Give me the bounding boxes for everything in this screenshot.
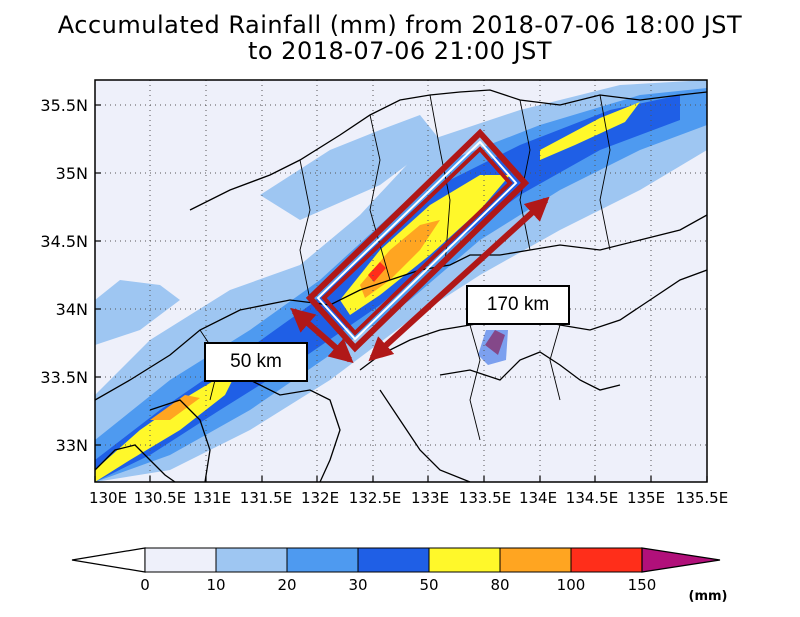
map-frame xyxy=(94,79,708,483)
colorbar-segment xyxy=(428,547,501,573)
colorbar-segment xyxy=(144,547,217,573)
width-arrow xyxy=(290,307,354,364)
colorbar-tick-label: 150 xyxy=(628,576,657,594)
latitude-labels: 35.5N 35N 34.5N 34N 33.5N 33N xyxy=(40,96,88,455)
lat-label: 33N xyxy=(56,436,88,455)
colorbar-tick-label: 100 xyxy=(557,576,586,594)
colorbar-tick-label: 80 xyxy=(490,576,509,594)
lon-label: 134.5E xyxy=(566,489,618,507)
colorbar-segment xyxy=(570,547,643,573)
colorbar xyxy=(71,547,721,573)
lon-label: 131.5E xyxy=(240,489,292,507)
colorbar-segment xyxy=(215,547,288,573)
lon-label: 135.5E xyxy=(676,489,728,507)
colorbar-left-arrow xyxy=(71,547,146,573)
lat-label: 33.5N xyxy=(40,368,88,387)
lon-label: 130E xyxy=(89,489,127,507)
colorbar-unit-label: (mm) xyxy=(689,589,728,604)
lon-label: 131E xyxy=(193,489,231,507)
lon-label: 133.5E xyxy=(459,489,511,507)
lat-label: 35N xyxy=(56,164,88,183)
length-label-170km: 170 km xyxy=(466,285,570,325)
colorbar-tick-label: 20 xyxy=(277,576,296,594)
axis-ticks xyxy=(94,104,708,482)
lon-label: 130.5E xyxy=(134,489,186,507)
map-title-line1: Accumulated Rainfall (mm) from 2018-07-0… xyxy=(57,11,743,39)
lat-label: 34N xyxy=(56,300,88,319)
lon-label: 132E xyxy=(301,489,339,507)
lat-label: 35.5N xyxy=(40,96,88,115)
colorbar-tick-label: 0 xyxy=(140,576,150,594)
rain-band-50-80-southwest xyxy=(95,365,240,482)
colorbar-right-arrow xyxy=(641,547,721,573)
rain-patch-north xyxy=(260,115,440,220)
colorbar-segment xyxy=(499,547,572,573)
longitude-labels: 130E 130.5E 131E 131.5E 132E 132.5E 133E… xyxy=(89,489,728,507)
lon-label: 132.5E xyxy=(349,489,401,507)
lon-label: 134E xyxy=(519,489,557,507)
rain-patch-west xyxy=(95,280,180,345)
colorbar-tick-label: 10 xyxy=(206,576,225,594)
width-label-50km: 50 km xyxy=(204,342,308,382)
colorbar-tick-label: 50 xyxy=(419,576,438,594)
lon-label: 135E xyxy=(627,489,665,507)
colorbar-segment xyxy=(286,547,359,573)
rain-patch-orange-southwest xyxy=(150,395,200,420)
colorbar-tick-label: 30 xyxy=(348,576,367,594)
rain-band-50-80-northeast xyxy=(540,102,640,160)
length-arrow xyxy=(368,196,550,362)
colorbar-segment xyxy=(357,547,430,573)
lat-label: 34.5N xyxy=(40,232,88,251)
colorbar-labels: 0 10 20 30 50 80 100 150 xyxy=(140,576,656,594)
map-title-line2: to 2018-07-06 21:00 JST xyxy=(247,37,553,65)
lon-label: 133E xyxy=(411,489,449,507)
